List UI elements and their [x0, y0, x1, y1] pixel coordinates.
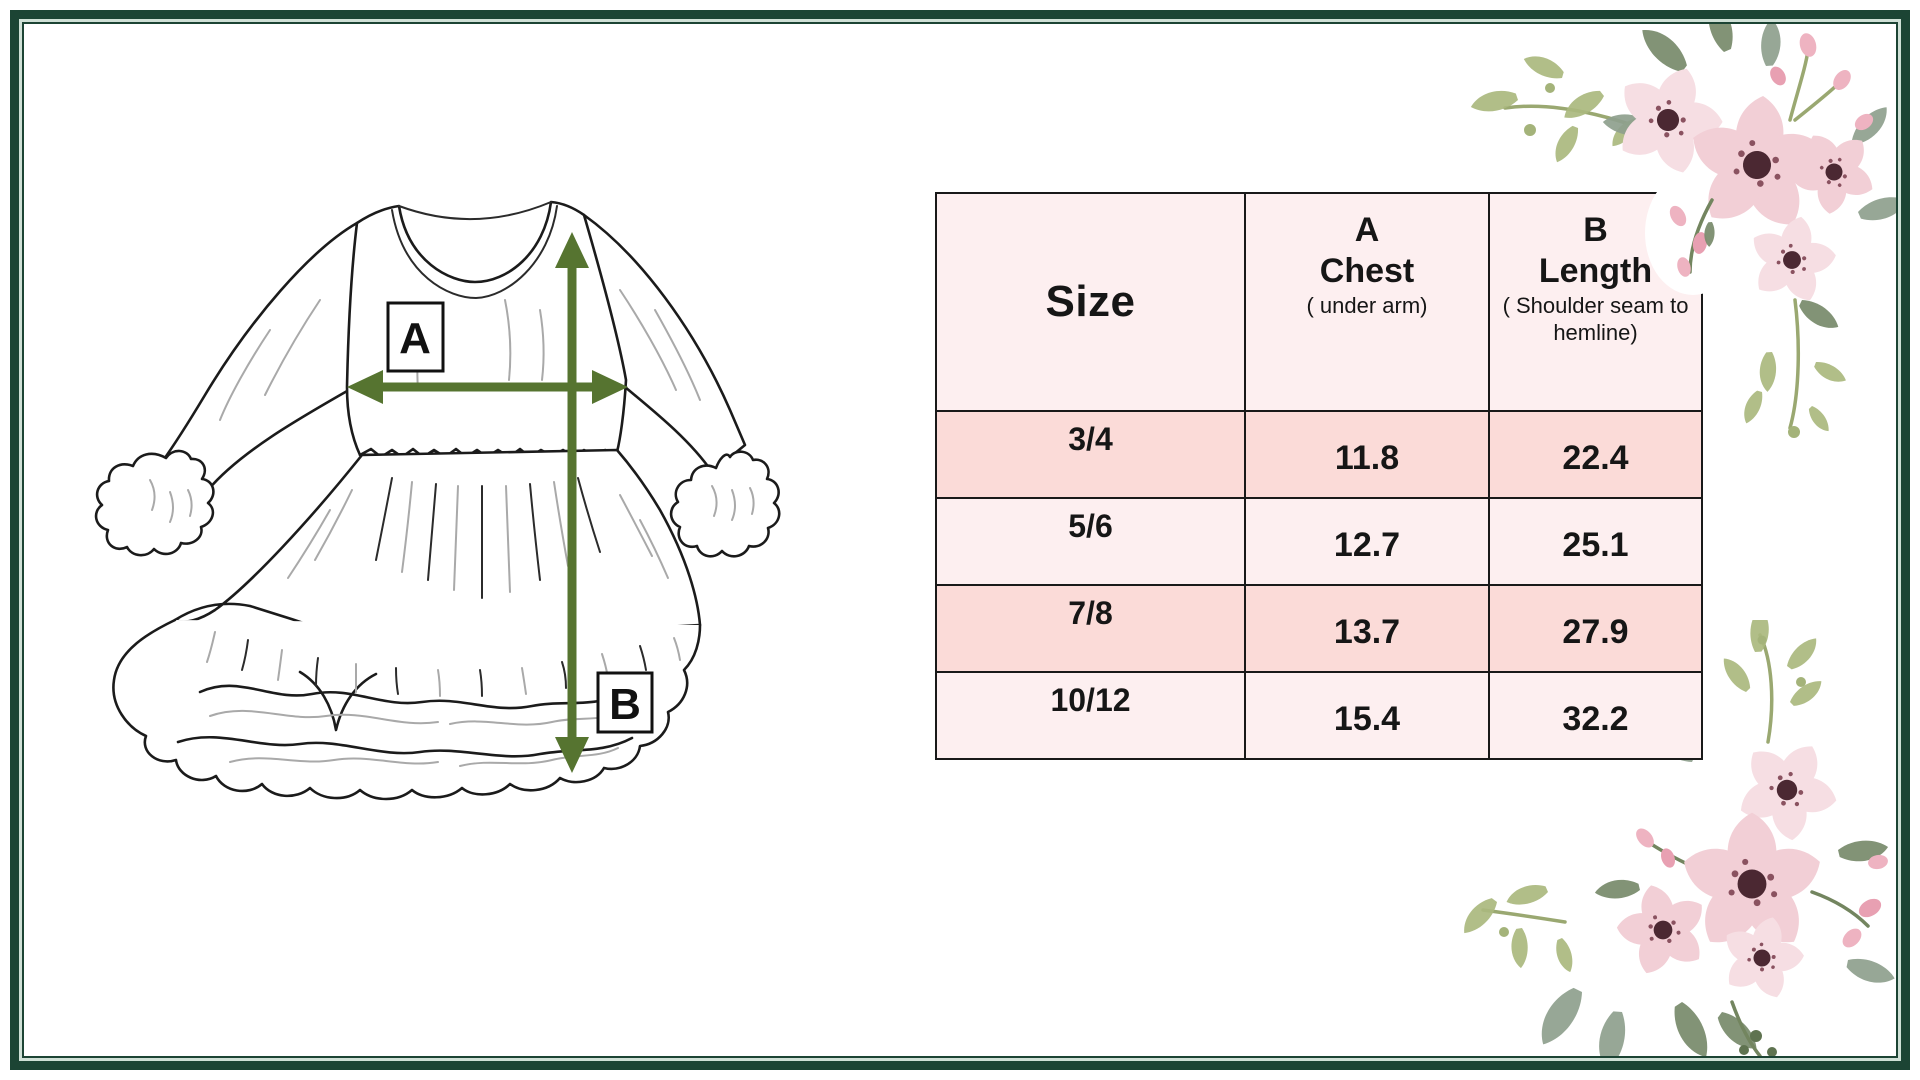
size-cell: 5/6: [935, 497, 1246, 586]
table-row: 10/12 15.4 32.2: [935, 671, 1703, 760]
header-size-cell: Size: [935, 192, 1246, 412]
header-length-title: Length: [1538, 252, 1653, 290]
header-chest-subtitle: ( under arm): [1306, 293, 1428, 318]
length-value: 22.4: [1562, 439, 1629, 477]
table-header-row: Size A Chest ( under arm) B Length ( Sho…: [935, 192, 1703, 412]
chest-value: 15.4: [1333, 700, 1401, 738]
size-value: 10/12: [1050, 682, 1131, 718]
size-value: 3/4: [1068, 421, 1113, 457]
header-length-cell: B Length ( Shoulder seam to hemline): [1488, 192, 1703, 412]
length-value: 25.1: [1562, 526, 1629, 564]
size-cell: 3/4: [935, 410, 1246, 499]
length-cell: 32.2: [1488, 671, 1703, 760]
length-value: 27.9: [1562, 613, 1629, 651]
right-cuff-ruffle: [669, 450, 781, 558]
chest-value: 13.7: [1333, 613, 1401, 651]
label-a-box: [386, 301, 445, 373]
header-chest-letter: A: [1354, 211, 1380, 249]
length-value: 32.2: [1562, 700, 1629, 738]
table-row: 7/8 13.7 27.9: [935, 584, 1703, 673]
chest-value: 12.7: [1333, 526, 1401, 564]
chest-cell: 12.7: [1244, 497, 1490, 586]
chest-cell: 13.7: [1244, 584, 1490, 673]
size-cell: 10/12: [935, 671, 1246, 760]
right-sleeve: [582, 213, 747, 474]
chest-value: 11.8: [1334, 439, 1400, 477]
length-cell: 27.9: [1488, 584, 1703, 673]
size-chart-table: Size A Chest ( under arm) B Length ( Sho…: [935, 192, 1703, 760]
header-chest-title: Chest: [1319, 252, 1415, 290]
length-cell: 25.1: [1488, 497, 1703, 586]
dress-measurement-diagram: A B: [94, 200, 781, 801]
header-length-letter: B: [1583, 211, 1608, 249]
header-chest-cell: A Chest ( under arm): [1244, 192, 1490, 412]
table-row: 3/4 11.8 22.4: [935, 410, 1703, 499]
header-size-label: Size: [1045, 277, 1136, 326]
header-length-subtitle: ( Shoulder seam to hemline): [1502, 293, 1689, 345]
size-value: 5/6: [1068, 508, 1113, 544]
size-cell: 7/8: [935, 584, 1246, 673]
left-sleeve: [160, 221, 359, 492]
chest-cell: 15.4: [1244, 671, 1490, 760]
label-a: A: [399, 314, 431, 363]
label-b: B: [609, 680, 641, 729]
label-b-box: [596, 671, 654, 734]
chest-cell: 11.8: [1244, 410, 1490, 499]
size-value: 7/8: [1068, 595, 1113, 631]
table-row: 5/6 12.7 25.1: [935, 497, 1703, 586]
length-cell: 22.4: [1488, 410, 1703, 499]
bottom-ruffle: [112, 618, 702, 801]
bodice: [345, 200, 628, 457]
